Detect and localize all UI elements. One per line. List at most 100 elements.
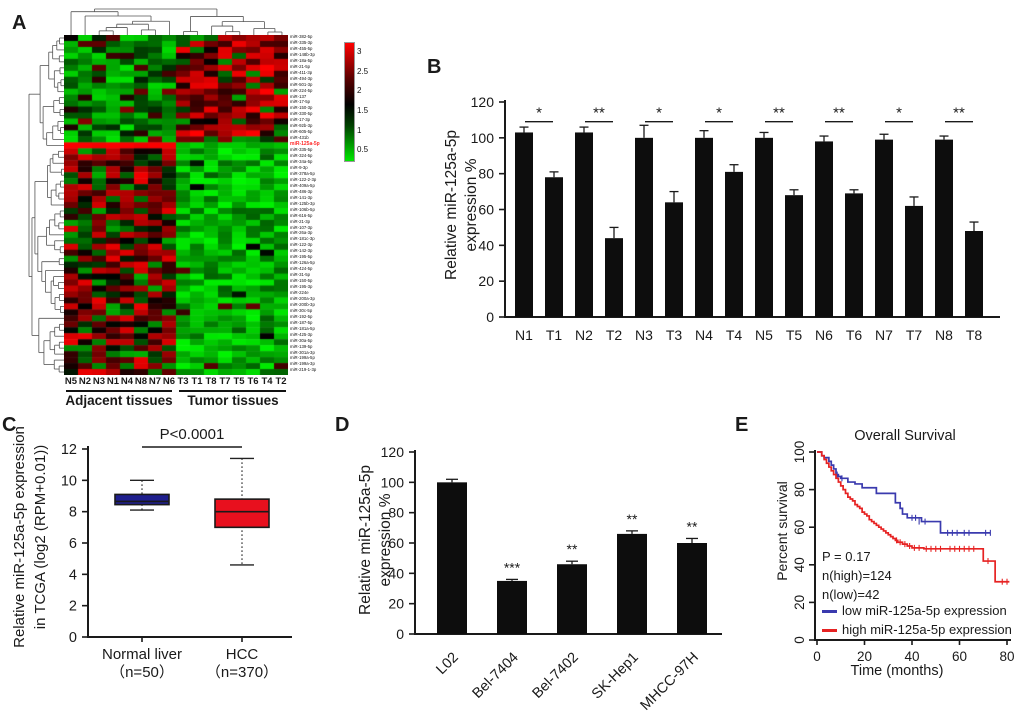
svg-text:60: 60 (792, 520, 807, 535)
p-value-text: P = 0.17 (822, 549, 871, 564)
colorbar-tick: 2 (357, 86, 362, 96)
svg-text:N2: N2 (575, 327, 593, 343)
heatmap-row-label: miR-26a-3p (290, 230, 313, 236)
legend-swatch-low (822, 610, 837, 614)
heatmap-row-label: miR-107-3p (290, 224, 313, 230)
svg-text:SK-Hep1: SK-Hep1 (589, 650, 642, 703)
svg-text:0: 0 (486, 309, 494, 325)
svg-text:60: 60 (388, 535, 404, 551)
svg-text:100: 100 (471, 130, 495, 146)
heatmap-row-label: miR-455-5p (290, 45, 313, 51)
panel-d-label: D (335, 414, 350, 436)
heatmap-row-label: miR-431b (290, 135, 309, 141)
heatmap-column-labels: N5 N2 N3 N1 N4 N8 N7 N6 T3 T1 T8 T7 T5 T6 T4 T2 (64, 376, 288, 387)
heatmap-row-label: miR-21-5p (290, 63, 311, 69)
svg-text:T5: T5 (786, 327, 803, 343)
heatmap-column-label: T4 (261, 376, 273, 387)
heatmap-row-label: miR-126a-5p (290, 260, 315, 266)
svg-text:80: 80 (388, 505, 404, 521)
panel-c-label: C (2, 414, 17, 436)
heatmap-row-label: miR-382-5p (290, 34, 313, 39)
svg-text:60: 60 (478, 202, 494, 218)
svg-text:20: 20 (388, 596, 404, 612)
svg-text:120: 120 (471, 94, 495, 110)
tumor-tissues-label: Tumor tissues (187, 393, 279, 408)
legend-swatch-high (822, 629, 837, 633)
svg-text:100: 100 (381, 474, 405, 490)
legend-item-high: high miR-125a-5p expression (822, 622, 1012, 637)
heatmap-column-label: T2 (275, 376, 287, 387)
panel-e-title: Overall Survival (854, 428, 956, 444)
svg-text:12: 12 (61, 442, 77, 458)
heatmap-row-label: miR-139-5p (290, 343, 313, 349)
svg-text:**: ** (687, 518, 698, 534)
heatmap-row-label: miR-181a-5p (290, 325, 315, 331)
heatmap-row-label: miR-501-3p (290, 81, 313, 87)
n-high-text: n(high)=124 (822, 568, 892, 583)
svg-text:Bel-7402: Bel-7402 (529, 650, 581, 702)
adjacent-group-underline (66, 390, 172, 392)
svg-text:80: 80 (999, 649, 1014, 664)
heatmap-row-label: miR-486-3p (290, 188, 313, 194)
svg-text:*: * (536, 105, 542, 122)
heatmap-column-label: N5 (64, 376, 78, 387)
heatmap-row-label: miR-195-5p (290, 254, 313, 260)
heatmap-column-label: N7 (148, 376, 162, 387)
panel-c-y-axis-label: Relative miR-125a-5p expression in TCGA … (11, 426, 49, 648)
svg-text:2: 2 (69, 599, 77, 615)
hcc-category-label: HCC （n=370） (205, 646, 279, 681)
svg-text:**: ** (593, 105, 605, 122)
heatmap-row-label: miR-92b-3p (290, 123, 313, 129)
heatmap-column-label: N2 (78, 376, 92, 387)
svg-text:40: 40 (478, 237, 494, 253)
svg-text:*: * (656, 105, 662, 122)
heatmap-row-label: miR-409a-5p (290, 182, 315, 188)
heatmap-row-label: miR-378a-5p (290, 170, 315, 176)
heatmap-row-label: miR-199a-5p (290, 355, 315, 361)
heatmap-row-label: miR-425-3p (290, 331, 313, 337)
svg-text:Bel-7404: Bel-7404 (469, 650, 521, 702)
svg-text:N1: N1 (515, 327, 533, 343)
svg-text:**: ** (627, 511, 638, 527)
heatmap-row-label: miR-224-5p (290, 87, 313, 93)
svg-text:T3: T3 (666, 327, 683, 343)
panel-e-label: E (735, 414, 749, 436)
svg-text:**: ** (833, 105, 845, 122)
heatmap-row-label: miR-34a-5p (290, 159, 313, 165)
svg-text:120: 120 (381, 444, 405, 460)
panel-b-y-axis-label: Relative miR-125a-5p expression % (443, 130, 480, 280)
heatmap-row-label: miR-411-3p (290, 69, 313, 75)
heatmap-row-label: miR-219-1-3p (290, 367, 317, 373)
svg-text:20: 20 (857, 649, 872, 664)
heatmap-column-label: T5 (233, 376, 245, 387)
heatmap-row-label: miR-335-3p (290, 39, 313, 45)
svg-text:**: ** (567, 541, 578, 557)
svg-text:N5: N5 (755, 327, 773, 343)
heatmap-row-label-highlight: miR-125a-5p (290, 141, 320, 148)
heatmap-row-label: miR-187-5p (290, 319, 313, 325)
svg-text:40: 40 (388, 565, 404, 581)
heatmap-column-label: N3 (92, 376, 106, 387)
heatmap-column-dendrogram (70, 8, 283, 35)
heatmap-column-label: T1 (191, 376, 203, 387)
heatmap-row-label: miR-122-3p (290, 242, 313, 248)
svg-text:N8: N8 (935, 327, 953, 343)
heatmap-row-label: miR-324-5p (290, 153, 313, 159)
svg-text:0: 0 (396, 626, 404, 642)
panel-d-y-axis-label: Relative miR-125a-5p expression % (357, 465, 394, 615)
heatmap-row-label: miR-200b-3p (290, 301, 315, 307)
adjacent-tissues-label: Adjacent tissues (65, 393, 173, 408)
heatmap-row-label: miR-137 (290, 93, 307, 99)
svg-text:*: * (716, 105, 722, 122)
heatmap-row-label: miR-141-3p (290, 194, 313, 200)
panel-c-box-plot: 0 2 4 6 8 10 12 (61, 442, 292, 646)
heatmap-row-label: miR-616-5p (290, 212, 313, 218)
heatmap-row-label: miR-122-2-3p (290, 176, 317, 182)
n-low-text: n(low)=42 (822, 587, 880, 602)
svg-text:N6: N6 (815, 327, 833, 343)
heatmap-colorbar: 3 2.5 2 1.5 1 0.5 (344, 42, 368, 162)
heatmap-column-label: T8 (205, 376, 217, 387)
panel-e-survival-plot: 0 20 40 60 80 0 20 40 60 80 100 (792, 441, 1015, 664)
svg-text:80: 80 (478, 166, 494, 182)
p-value-annotation: P<0.0001 (159, 426, 225, 443)
